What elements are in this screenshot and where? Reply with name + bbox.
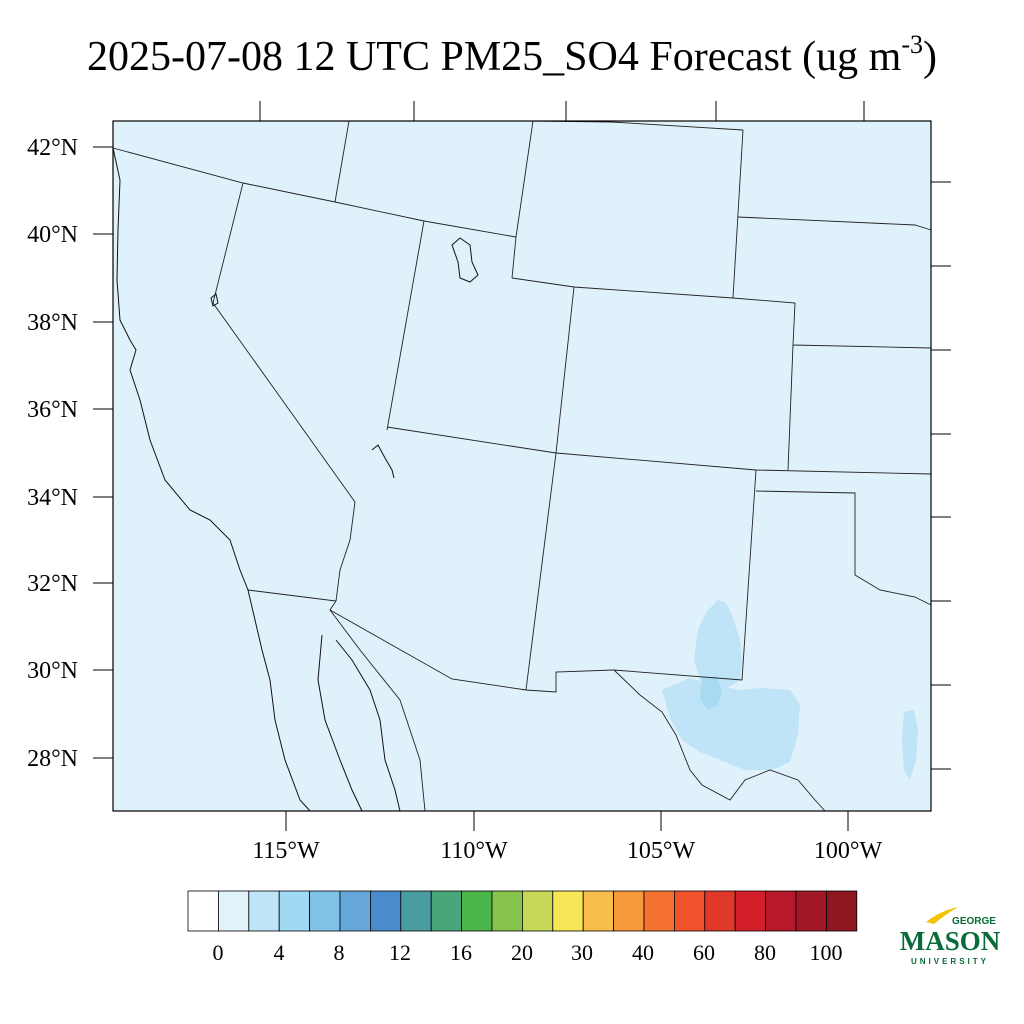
colorbar-swatch: [613, 890, 645, 932]
colorbar-swatch: [674, 890, 706, 932]
concentration-area-west-texas: [694, 600, 742, 690]
colorbar-tick-label: 4: [274, 940, 285, 965]
lon-label: 105°W: [627, 838, 696, 864]
border-california-arizona: [335, 501, 356, 602]
lat-label: 28°N: [27, 746, 78, 772]
lat-label: 34°N: [27, 485, 78, 511]
colorbar-swatch: [309, 890, 341, 932]
colorbar-tick-label: 16: [450, 940, 472, 965]
coast-california: [112, 147, 249, 591]
colorbar-swatch: [826, 890, 858, 932]
title-superscript: -3: [901, 30, 923, 59]
border-south-dakota-nebraska: [737, 216, 932, 231]
latitude-labels: 42°N 40°N 38°N 36°N 34°N 32°N 30°N 28°N: [27, 135, 78, 772]
colorbar-swatch: [734, 890, 767, 932]
border-arizona-new-mexico: [525, 452, 557, 691]
colorbar-swatch: [217, 890, 250, 932]
colorbar-tick-label: 80: [754, 940, 776, 965]
great-salt-lake: [451, 237, 479, 283]
colorbar-tick-label: 0: [213, 940, 224, 965]
border-wyoming-west: [511, 120, 534, 279]
colorbar-swatch: [248, 890, 280, 932]
logo-flame-icon: [926, 907, 958, 924]
lon-label: 115°W: [252, 838, 320, 864]
map-panel: 42°N 40°N 38°N 36°N 34°N 32°N 30°N 28°N …: [27, 101, 951, 864]
logo-line1: GEORGE: [952, 916, 996, 927]
colorbar-swatch: [704, 890, 736, 932]
logo-line2: MASON: [900, 926, 1001, 956]
lat-label: 42°N: [27, 135, 78, 161]
colorbar-swatch: [461, 890, 493, 932]
border-new-mexico-texas: [613, 469, 757, 681]
coast-sonora: [335, 639, 401, 812]
colorbar-swatch: [187, 890, 219, 932]
colorbar-swatch: [765, 890, 797, 932]
lat-label: 40°N: [27, 222, 78, 248]
lat-label: 32°N: [27, 571, 78, 597]
border-idaho-wyoming: [334, 120, 350, 203]
lake-mead: [371, 444, 395, 479]
lon-label: 110°W: [440, 838, 508, 864]
title-main-text: 2025-07-08 12 UTC PM25_SO4 Forecast (ug …: [87, 34, 902, 80]
colorbar-swatch: [522, 890, 554, 932]
lat-label: 30°N: [27, 658, 78, 684]
map-tick-marks: [93, 101, 951, 831]
map-base-fill: [113, 121, 931, 811]
colorbar-tick-labels: 0 4 8 12 16 20 30 40 60 80 100: [213, 940, 843, 965]
concentration-area-east: [902, 710, 918, 780]
colorbar-swatch: [339, 890, 371, 932]
border-colorado-east: [732, 297, 932, 349]
colorbar-swatch: [552, 890, 584, 932]
border-baja-sonora: [329, 609, 426, 812]
lon-label: 100°W: [814, 838, 883, 864]
border-wyoming-east: [732, 129, 744, 299]
colorbar-tick-label: 40: [632, 940, 654, 965]
colorbar-swatch: [643, 890, 675, 932]
colorbar-swatch: [430, 890, 463, 932]
lat-label: 38°N: [27, 310, 78, 336]
border-rio-grande: [613, 669, 826, 812]
border-us-mexico-west: [247, 589, 615, 693]
border-california-nevada: [212, 182, 356, 503]
colorbar-swatch: [795, 890, 827, 932]
lake-tahoe: [210, 293, 219, 307]
coast-gulf-california: [317, 634, 363, 812]
map-title: 2025-07-08 12 UTC PM25_SO4 Forecast (ug …: [87, 30, 937, 80]
colorbar-tick-label: 12: [389, 940, 411, 965]
logo-line3: UNIVERSITY: [911, 957, 989, 966]
coastlines: [112, 147, 479, 812]
colorbar-tick-label: 100: [810, 940, 843, 965]
colorbar-swatch: [278, 890, 311, 932]
state-borders: [112, 120, 932, 812]
colorbar-tick-label: 8: [334, 940, 345, 965]
border-kansas-oklahoma: [787, 344, 794, 471]
concentration-area-core: [700, 676, 722, 710]
colorbar-tick-label: 20: [511, 940, 533, 965]
lat-label: 36°N: [27, 397, 78, 423]
colorbar-tick-label: 60: [693, 940, 715, 965]
colorbar-swatch: [491, 890, 523, 932]
colorbar-tick-label: 30: [571, 940, 593, 965]
border-utah-colorado: [555, 286, 575, 454]
map-frame: [112, 120, 932, 812]
coast-baja-pacific: [247, 589, 311, 812]
border-four-corners-line: [386, 426, 932, 475]
colorbar: [187, 890, 858, 932]
title-close-paren: ): [923, 34, 937, 80]
border-nevada-utah: [386, 220, 425, 431]
border-texas-oklahoma: [755, 490, 932, 606]
concentration-area-chihuahua: [662, 678, 800, 770]
colorbar-swatch: [369, 890, 402, 932]
concentration-areas: [662, 600, 918, 780]
george-mason-logo: GEORGE MASON UNIVERSITY: [900, 907, 1001, 966]
longitude-labels: 115°W 110°W 105°W 100°W: [252, 838, 882, 864]
colorbar-swatch: [400, 890, 432, 932]
colorbar-swatch: [582, 890, 615, 932]
